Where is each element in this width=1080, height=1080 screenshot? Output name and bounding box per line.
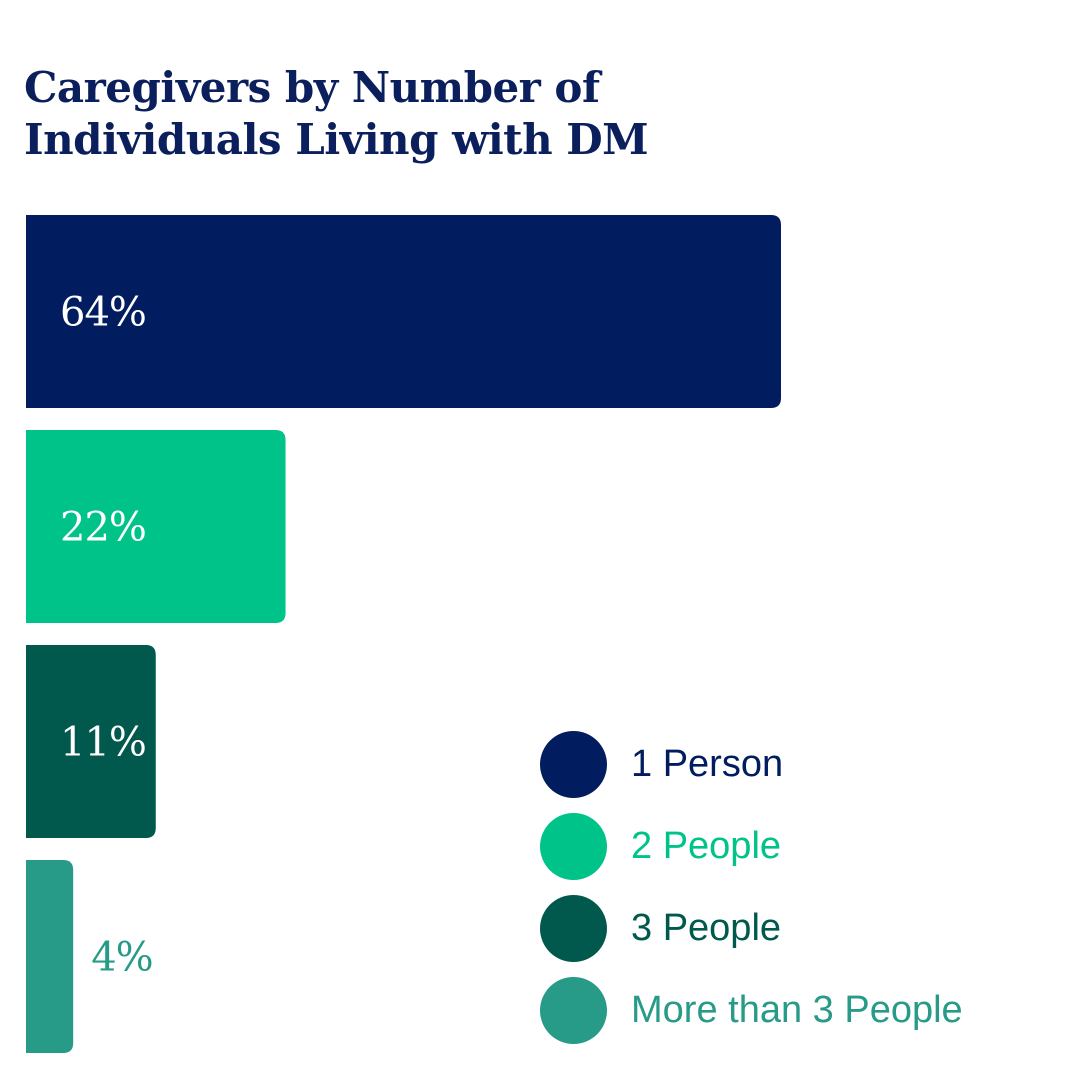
legend-swatch-2-people [540,812,607,880]
data-label-1-person: 64% [60,290,146,336]
legend-label-1-person: 1 Person [631,742,784,785]
legend-item-1-person: 1 Person [540,730,1060,798]
bar-1-person [26,215,781,408]
chart-legend: 1 Person 2 People 3 People More than 3 Peop… [540,730,1060,1058]
data-label-3-people: 11% [60,720,146,766]
legend-item-3-people: 3 People [540,894,1060,962]
bar-3-people [26,645,156,838]
legend-item-more-than-3-people: More than 3 People [540,976,1060,1044]
bar-more-than-3-people [26,860,74,1053]
legend-swatch-1-person [540,730,607,798]
data-label-more-than-3-people: 4% [91,935,152,981]
legend-swatch-3-people [540,894,607,962]
legend-label-more-than-3-people: More than 3 People [631,988,963,1031]
legend-swatch-more-than-3-people [540,976,607,1044]
legend-label-3-people: 3 People [631,906,782,949]
data-label-2-people: 22% [60,505,146,551]
bar-2-people [26,430,286,623]
chart-title: Caregivers by Number of Individuals Livi… [24,63,649,164]
legend-label-2-people: 2 People [631,824,782,867]
legend-item-2-people: 2 People [540,812,1060,880]
